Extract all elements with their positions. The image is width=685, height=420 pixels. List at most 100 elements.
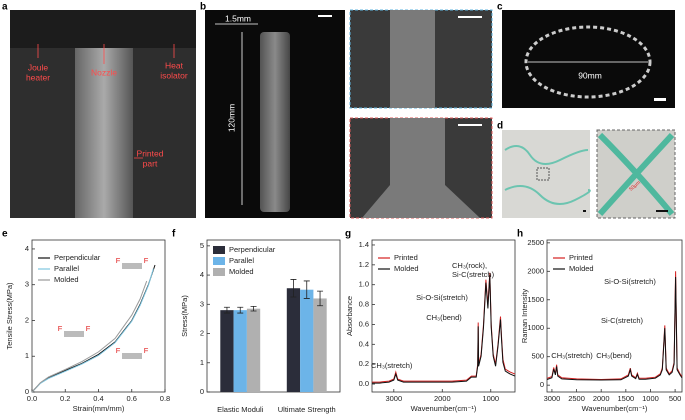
x-axis-title: Wavenumber(cm⁻¹) [582, 404, 648, 413]
y-tick-label: 4 [200, 270, 204, 279]
annotation: Si-C(stretch) [601, 316, 644, 325]
x-tick-label: 500 [669, 394, 682, 403]
error-bar [223, 306, 230, 314]
plot-frame [371, 239, 516, 393]
y-tick-label: 0.4 [359, 339, 369, 348]
annotation: Heat [165, 60, 184, 70]
photo-part [75, 48, 133, 218]
photo-part [504, 145, 591, 205]
y-tick-label: 0.2 [359, 359, 369, 368]
x-tick-label: 1000 [482, 394, 499, 403]
y-tick-label: 500 [531, 352, 544, 361]
annotation: 90mm [578, 70, 602, 80]
panel-label: h [517, 229, 523, 240]
y-tick-label: 0.8 [359, 300, 369, 309]
photo-part [524, 25, 652, 99]
y-tick-label: 0 [540, 380, 544, 389]
error-bar [303, 280, 310, 299]
legend-label: Parallel [229, 256, 254, 265]
series-line [31, 268, 154, 393]
force-label: F [144, 256, 149, 265]
scale-bar [318, 15, 332, 17]
photo-plate [10, 10, 196, 48]
y-tick-label: 0.6 [359, 319, 369, 328]
series-line [372, 274, 516, 384]
y-tick-label: 1.4 [359, 240, 369, 249]
photo [502, 10, 675, 108]
x-tick-label: 2000 [593, 394, 610, 403]
specimen-icon [122, 263, 142, 269]
x-tick-label: 2500 [568, 394, 585, 403]
photo-part [260, 32, 290, 212]
y-tick-label: 2 [25, 315, 29, 324]
legend-label: Molded [54, 275, 79, 284]
legend-label: Printed [569, 253, 593, 262]
x-tick-label: 0.4 [93, 394, 103, 403]
inset-part [597, 132, 675, 217]
scale-bar [458, 124, 482, 126]
bar [313, 298, 327, 392]
panel-label: e [2, 229, 8, 240]
annotation: Joule [28, 62, 49, 72]
legend-label: Molded [229, 267, 254, 276]
specimen-icon [122, 353, 142, 359]
legend-label: Molded [394, 264, 419, 273]
bar [246, 308, 261, 392]
legend-label: Perpendicular [54, 253, 101, 262]
error-bar [317, 290, 324, 307]
bar [286, 288, 301, 392]
plot-frame [546, 239, 683, 393]
x-tick-label: Ultimate Strength [278, 405, 336, 414]
y-tick-label: 1500 [527, 295, 544, 304]
scale-bar [656, 210, 668, 212]
x-tick-label: 1000 [642, 394, 659, 403]
x-axis-title: Strain(mm/mm) [73, 404, 125, 413]
bar [300, 289, 314, 392]
annotation: CH₃(stretch) [371, 361, 413, 370]
y-tick-label: 1000 [527, 323, 544, 332]
inset-part [362, 118, 480, 218]
error-bar [237, 306, 244, 314]
x-tick-label: 1500 [617, 394, 634, 403]
annotation: heater [26, 72, 50, 82]
panel-label: d [497, 121, 503, 132]
annotation: part [143, 158, 158, 168]
error-bar [290, 279, 297, 298]
force-label: F [116, 256, 121, 265]
x-tick-label: 0.8 [160, 394, 170, 403]
legend-swatch [213, 246, 225, 254]
force-label: F [58, 324, 63, 333]
x-tick-label: 2000 [434, 394, 451, 403]
legend-swatch [213, 268, 225, 276]
panel-label: g [345, 229, 351, 240]
legend-label: Parallel [54, 264, 79, 273]
annotation: Si-C(stretch) [452, 270, 495, 279]
y-tick-label: 1.2 [359, 260, 369, 269]
bar [233, 310, 247, 392]
bar [220, 310, 234, 392]
legend-label: Molded [569, 264, 594, 273]
plot-frame [206, 239, 341, 393]
y-tick-label: 5 [200, 241, 204, 250]
x-tick-label: 0.6 [127, 394, 137, 403]
annotation: CH₃(bend) [426, 313, 462, 322]
y-axis-title: Stress(MPa) [180, 295, 189, 337]
legend-label: Perpendicular [229, 245, 276, 254]
x-tick-label: 0.2 [60, 394, 70, 403]
y-tick-label: 3 [25, 280, 29, 289]
annotation: CH₃(stretch) [551, 351, 593, 360]
y-tick-label: 0.0 [359, 379, 369, 388]
y-tick-label: 3 [200, 299, 204, 308]
annotation: Si-O-Si(stretch) [604, 277, 656, 286]
y-axis-title: Raman Intensity [520, 289, 529, 343]
y-tick-label: 2500 [527, 238, 544, 247]
inset-part [390, 10, 435, 108]
zoom-box [536, 167, 550, 181]
y-tick-label: 1 [25, 351, 29, 360]
annotation: Printed [137, 148, 164, 158]
legend-swatch [213, 257, 225, 265]
specimen-icon [64, 331, 84, 337]
annotation: 1.5mm [225, 13, 251, 23]
annotation: 120mm [226, 104, 236, 132]
y-axis-title: Absorbance [345, 296, 354, 336]
